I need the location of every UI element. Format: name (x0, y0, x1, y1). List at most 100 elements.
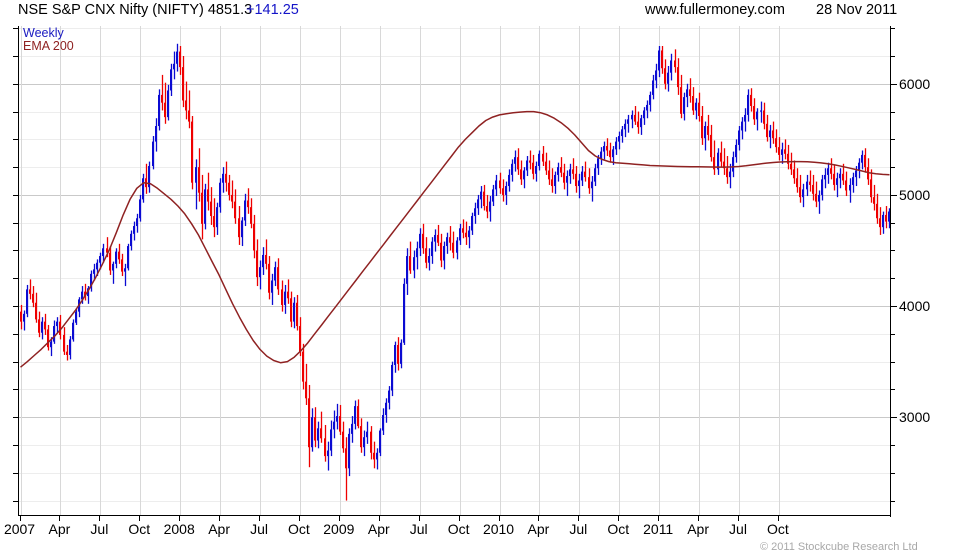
x-axis-label: Apr (48, 521, 71, 537)
x-axis-label: Oct (767, 521, 789, 537)
x-axis-tick (698, 516, 700, 521)
page-title: NSE S&P CNX Nifty (NIFTY) 4851.3 (18, 2, 253, 18)
left-axis-tick (13, 83, 19, 85)
x-axis-label: Apr (527, 521, 550, 537)
x-axis-tick (219, 516, 221, 521)
y-axis-minor-tick (890, 333, 895, 335)
x-axis-tick (179, 516, 181, 521)
left-axis-tick (13, 444, 19, 446)
y-axis-major-tick (890, 306, 897, 308)
x-axis-label: Jul (729, 521, 747, 537)
x-axis-tick (538, 516, 540, 521)
left-axis-tick (13, 111, 19, 113)
y-axis-minor-tick (890, 222, 895, 224)
x-axis-tick (19, 516, 21, 521)
y-axis-minor-tick (890, 500, 895, 502)
x-axis-label: 2007 (3, 521, 36, 537)
y-axis: 3000 4000 5000 6000 (890, 26, 980, 517)
price-change: +141.25 (246, 2, 299, 18)
x-axis-tick (139, 516, 141, 521)
left-axis-tick (13, 28, 19, 30)
left-axis-tick (13, 472, 19, 474)
left-axis-tick (13, 417, 19, 419)
chart-header: NSE S&P CNX Nifty (NIFTY) 4851.3 +141.25… (0, 0, 980, 24)
left-axis-tick (13, 250, 19, 252)
price-chart-plot-area[interactable]: Weekly EMA 200 (18, 26, 891, 516)
candlestick-series (20, 43, 891, 501)
x-axis-tick (777, 516, 779, 521)
y-axis-minor-tick (890, 472, 895, 474)
legend-item-weekly: Weekly (23, 26, 64, 40)
x-axis-label: Jul (569, 521, 588, 537)
y-axis-minor-tick (890, 389, 895, 391)
x-axis-label: 2009 (323, 521, 355, 537)
y-axis-major-tick (890, 83, 897, 85)
candlestick-svg (19, 26, 891, 515)
x-axis-label: 2008 (163, 521, 195, 537)
y-axis-minor-tick (890, 111, 895, 113)
y-axis-major-tick (890, 194, 897, 196)
left-axis-tick (13, 278, 19, 280)
left-axis-tick (13, 389, 19, 391)
x-axis-label: Apr (208, 521, 231, 537)
y-axis-label: 6000 (899, 75, 931, 92)
left-axis-ticks (12, 26, 19, 515)
x-axis-label: Apr (367, 521, 390, 537)
ema200-line (20, 110, 890, 368)
left-axis-tick (13, 194, 19, 196)
x-axis-tick (99, 516, 101, 521)
x-axis-label: 2011 (643, 521, 674, 537)
x-axis-label: Jul (409, 521, 428, 537)
x-axis-label: Oct (288, 521, 310, 537)
x-axis-tick (59, 516, 61, 521)
y-axis-minor-tick (890, 361, 895, 363)
as-of-date: 28 Nov 2011 (816, 2, 898, 18)
x-axis-label: Oct (447, 521, 470, 537)
website-link[interactable]: www.fullermoney.com (645, 2, 785, 18)
chart-footer: © 2011 Stockcube Research Ltd (0, 541, 980, 560)
x-axis-label: Jul (250, 521, 268, 537)
x-axis-tick (418, 516, 420, 521)
x-axis-tick (738, 516, 739, 521)
y-axis-minor-tick (890, 167, 895, 169)
x-axis-tick (458, 516, 460, 521)
x-axis: 2007 Apr Jul Oct 2008 Apr Jul Oct 2009 Apr Jul Oct 2… (4, 516, 898, 540)
x-axis-tick (618, 516, 620, 521)
grid-lines (19, 26, 891, 515)
y-axis-minor-tick (890, 250, 895, 252)
y-axis-label: 5000 (899, 186, 931, 203)
y-axis-minor-tick (890, 139, 895, 141)
y-axis-line (890, 26, 891, 517)
left-axis-tick (13, 222, 19, 224)
left-axis-tick (13, 500, 19, 502)
x-axis-tick (658, 516, 660, 521)
chart-legend: Weekly EMA 200 (23, 27, 74, 53)
y-axis-major-tick (890, 417, 897, 419)
copyright-notice: © 2011 Stockcube Research Ltd (760, 541, 918, 553)
y-axis-label: 4000 (899, 298, 931, 315)
x-axis-tick (338, 516, 340, 521)
x-axis-label: Oct (128, 521, 151, 537)
left-axis-tick (13, 333, 19, 335)
x-axis-label: Oct (607, 521, 630, 537)
x-axis-tick (498, 516, 500, 521)
left-axis-tick (13, 306, 19, 308)
y-axis-minor-tick (890, 278, 895, 280)
x-axis-label: Apr (687, 521, 709, 537)
y-axis-label: 3000 (899, 409, 931, 426)
left-axis-tick (13, 56, 19, 57)
legend-item-ema200: EMA 200 (23, 39, 74, 53)
left-axis-tick (13, 167, 19, 169)
x-axis-label: Jul (90, 521, 109, 537)
x-axis-tick (378, 516, 380, 521)
x-axis-tick (298, 516, 300, 521)
x-axis-label: 2010 (482, 521, 515, 537)
x-axis-tick (578, 516, 580, 521)
left-axis-tick (13, 139, 19, 141)
left-axis-tick (13, 361, 19, 363)
y-axis-minor-tick (890, 444, 895, 446)
y-axis-minor-tick (890, 56, 895, 57)
y-axis-minor-tick (890, 28, 895, 30)
x-axis-tick (259, 516, 261, 521)
